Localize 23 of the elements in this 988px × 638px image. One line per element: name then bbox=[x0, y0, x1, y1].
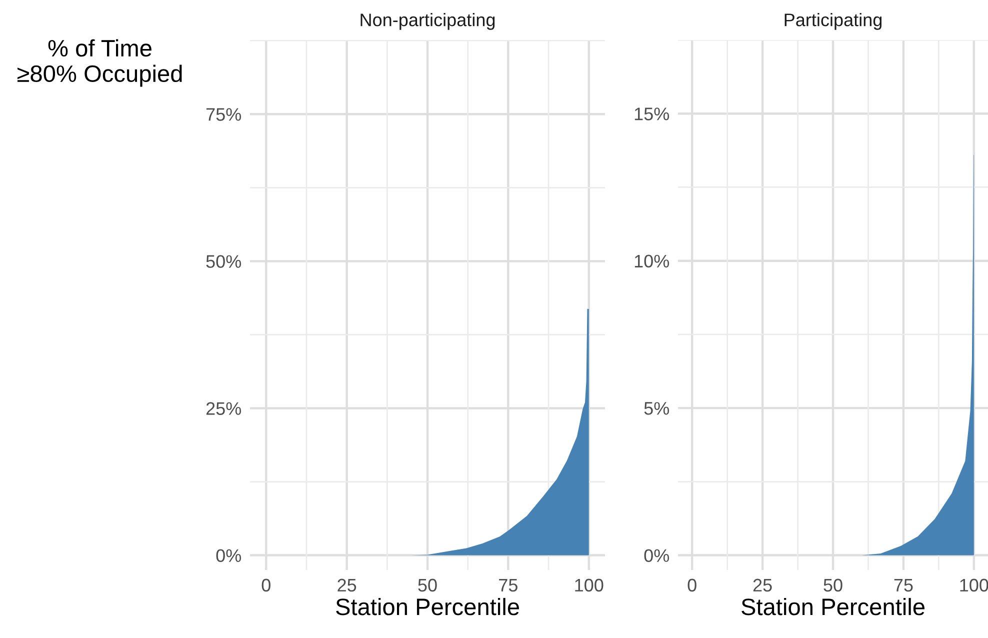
y-tick-label: 50% bbox=[206, 255, 242, 268]
x-tick-label: 25 bbox=[753, 578, 772, 592]
x-tick-label: 50 bbox=[824, 578, 842, 592]
x-tick-label: 100 bbox=[575, 578, 604, 592]
y-axis-title: % of Time ≥80% Occupied bbox=[17, 39, 182, 87]
x-tick-label: 0 bbox=[262, 578, 270, 592]
y-tick-label: 0% bbox=[216, 549, 242, 562]
y-tick-label: 25% bbox=[206, 402, 242, 415]
x-tick-label: 75 bbox=[894, 578, 913, 592]
x-tick-label: 75 bbox=[499, 578, 518, 592]
x-tick-label: 25 bbox=[338, 578, 356, 592]
y-tick-label: 10% bbox=[634, 254, 670, 268]
x-axis-title: Station Percentile bbox=[742, 598, 924, 616]
y-tick-label: 15% bbox=[634, 108, 670, 120]
x-axis-title: Station Percentile bbox=[336, 598, 519, 616]
chart-title: Non-participating bbox=[360, 13, 495, 30]
chart-title: Participating bbox=[784, 13, 882, 30]
x-tick-label: 100 bbox=[960, 578, 988, 592]
y-tick-label: 5% bbox=[644, 402, 670, 415]
y-tick-label: 0% bbox=[644, 549, 670, 562]
x-tick-label: 0 bbox=[688, 578, 696, 592]
x-tick-label: 50 bbox=[418, 578, 437, 592]
y-tick-label: 75% bbox=[206, 108, 242, 121]
